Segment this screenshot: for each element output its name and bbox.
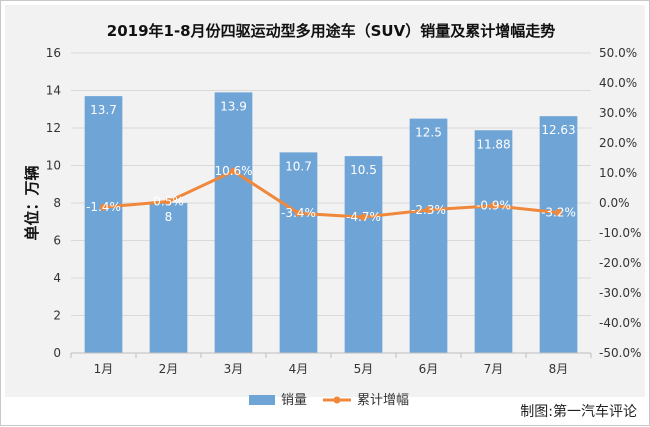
y-tick-label: 8: [53, 196, 61, 210]
line-point: [360, 213, 367, 221]
y-tick-label: 2: [53, 309, 61, 323]
y2-tick-label: -20.0%: [599, 256, 641, 270]
line-data-label: 0.5%: [153, 195, 184, 209]
axes: 0 2 4 6 8 10 12 14 16 -50.0% -40.0% -30.0% -20.0% -10…: [46, 46, 642, 376]
legend-marker-line: [333, 396, 341, 404]
bar-data-label: 10.7: [285, 159, 312, 173]
x-tick-label: 2月: [159, 362, 179, 376]
bar: [539, 116, 578, 353]
bar-data-label: 13.7: [90, 103, 117, 117]
line-point: [165, 198, 172, 205]
y-tick-label: 14: [46, 84, 61, 98]
bar: [149, 203, 188, 353]
line-point: [100, 203, 107, 211]
x-tick-label: 7月: [484, 362, 504, 376]
data-labels: 13.7 8 13.9 10.7 10.5 12.5 11.88 12.63 -1.4% 0.5%…: [86, 99, 576, 224]
y2-tick-label: 40.0%: [599, 76, 637, 90]
line-data-label: -0.9%: [476, 199, 511, 213]
y2-tick-label: -30.0%: [599, 286, 641, 300]
x-tick-label: 3月: [224, 362, 244, 376]
credit-text: 制图:第一汽车评论: [520, 404, 637, 420]
line-data-label: -1.4%: [86, 200, 121, 214]
y-tick-label: 0: [53, 346, 61, 360]
y2-tick-label: 50.0%: [599, 46, 637, 60]
bar-data-label: 13.9: [220, 99, 247, 113]
x-tick-label: 6月: [419, 362, 439, 376]
line-data-label: -2.3%: [411, 203, 446, 217]
line-point: [425, 206, 432, 214]
line-point: [490, 202, 497, 210]
legend-swatch-bar: [249, 395, 275, 405]
x-tick-label: 4月: [289, 362, 309, 376]
bar-data-label: 10.5: [350, 163, 377, 177]
legend-label-line: 累计增幅: [357, 393, 409, 408]
bar-data-label: 12.5: [415, 126, 442, 140]
y-tick-label: 16: [46, 46, 61, 60]
line-point: [295, 209, 302, 217]
legend: 销量 累计增幅: [249, 393, 409, 408]
y2-tick-label: -10.0%: [599, 226, 641, 240]
bar-data-label: 8: [165, 210, 173, 224]
y-axis-label: 单位：万辆: [23, 165, 41, 240]
y-tick-label: 10: [46, 159, 61, 173]
bar-data-label: 11.88: [476, 137, 510, 151]
x-tick-label: 5月: [354, 362, 374, 376]
x-tick-label: 1月: [94, 362, 114, 376]
y2-tick-label: 10.0%: [599, 166, 637, 180]
line-point: [230, 167, 237, 175]
bar: [84, 96, 123, 353]
line-series: [100, 167, 562, 221]
bar: [474, 130, 513, 353]
y-tick-label: 6: [53, 234, 61, 248]
chart-title: 2019年1-8月份四驱运动型多用途车（SUV）销量及累计增幅走势: [107, 22, 555, 40]
y2-tick-label: 20.0%: [599, 136, 637, 150]
bar: [214, 92, 253, 353]
line-point: [555, 209, 562, 217]
line-data-label: -4.7%: [346, 210, 381, 224]
line-data-label: -3.2%: [541, 206, 576, 220]
line-data-label: 10.6%: [214, 164, 252, 178]
bar-data-label: 12.63: [541, 123, 575, 137]
y-tick-label: 12: [46, 121, 61, 135]
y2-tick-label: 0.0%: [599, 196, 630, 210]
bar: [344, 156, 383, 353]
line-path: [103, 169, 559, 219]
y2-tick-label: -40.0%: [599, 316, 641, 330]
bar: [409, 118, 448, 353]
line-data-label: -3.4%: [281, 206, 316, 220]
y2-tick-label: -50.0%: [599, 346, 641, 360]
bar-series: [84, 92, 578, 353]
x-tick-label: 8月: [549, 362, 569, 376]
y-tick-label: 4: [53, 271, 61, 285]
y2-tick-label: 30.0%: [599, 106, 637, 120]
bar: [279, 152, 318, 353]
legend-label-bar: 销量: [281, 393, 307, 408]
